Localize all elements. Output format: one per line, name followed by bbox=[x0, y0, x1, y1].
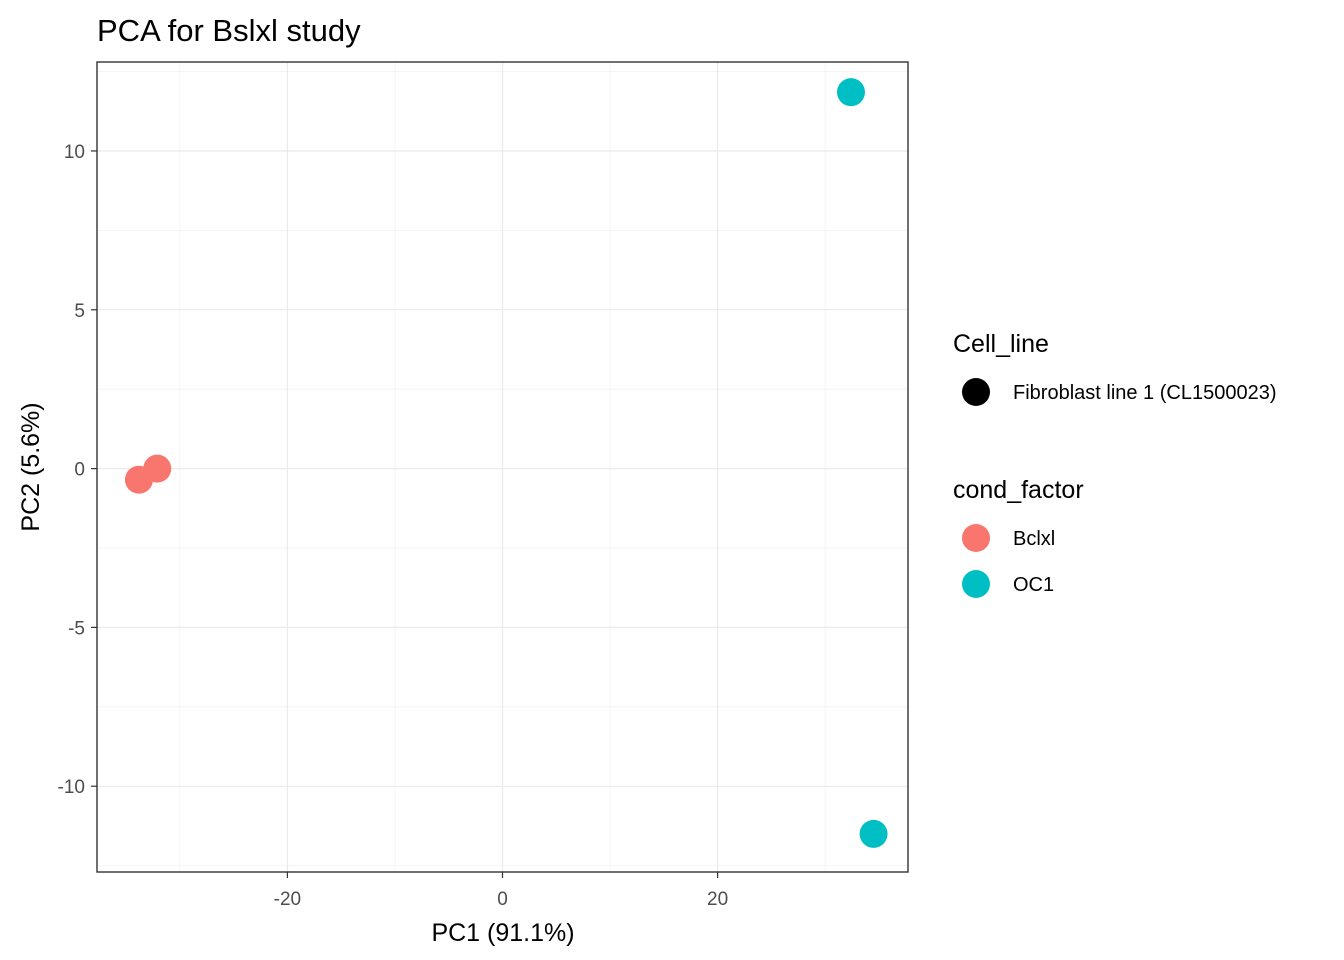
y-tick-label: -10 bbox=[58, 777, 85, 798]
legend-label: Fibroblast line 1 (CL1500023) bbox=[1013, 382, 1277, 404]
x-axis-label: PC1 (91.1%) bbox=[431, 919, 574, 947]
data-points bbox=[124, 78, 888, 848]
legend-label: Bclxl bbox=[1013, 528, 1055, 550]
x-tick-label: 0 bbox=[497, 889, 508, 910]
legend-label: OC1 bbox=[1013, 574, 1054, 596]
legend-title: cond_factor bbox=[953, 476, 1084, 504]
data-point-oc1 bbox=[836, 78, 865, 107]
legend-key bbox=[962, 570, 990, 598]
chart-title: PCA for Bslxl study bbox=[97, 13, 361, 48]
x-tick-label: -20 bbox=[274, 889, 301, 910]
legend-key bbox=[962, 524, 990, 552]
x-tick-label: 20 bbox=[707, 889, 728, 910]
legend-key bbox=[962, 378, 990, 406]
y-tick-label: 5 bbox=[74, 301, 85, 322]
plot-panel bbox=[96, 61, 909, 873]
y-axis: -10 -5 0 5 10 bbox=[58, 142, 97, 798]
data-point-bclxl bbox=[143, 454, 172, 483]
y-axis-label: PC2 (5.6%) bbox=[17, 402, 45, 531]
y-tick-label: 0 bbox=[74, 460, 85, 481]
major-gridlines bbox=[97, 62, 908, 872]
y-tick-label: 10 bbox=[64, 142, 85, 163]
legend: Cell_line Fibroblast line 1 (CL1500023) co… bbox=[953, 330, 1277, 598]
y-tick-label: -5 bbox=[68, 618, 85, 639]
legend-title: Cell_line bbox=[953, 330, 1049, 358]
x-axis: -20 0 20 bbox=[274, 872, 728, 910]
data-point-oc1 bbox=[859, 819, 888, 848]
